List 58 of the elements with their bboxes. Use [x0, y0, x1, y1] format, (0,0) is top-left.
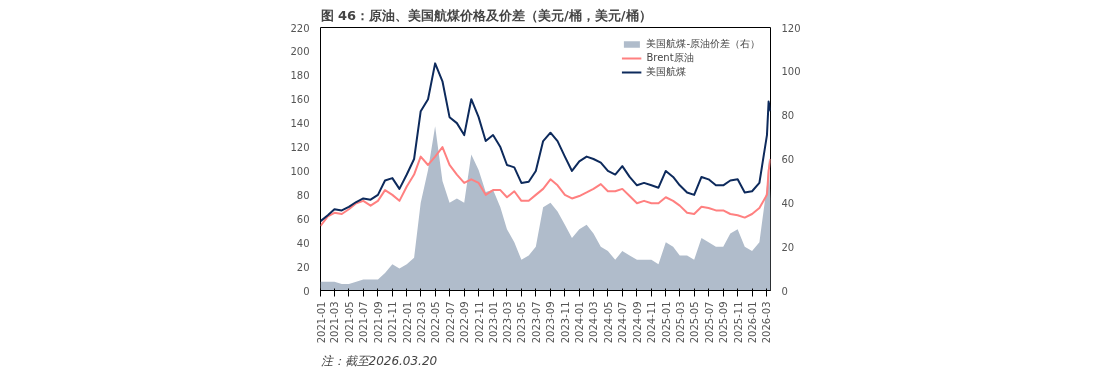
- x-tick-label: 2021-11: [387, 301, 399, 344]
- x-tick-label: 2021-05: [343, 301, 355, 344]
- y-tick-label: 160: [290, 94, 310, 106]
- x-tick-label: 2022-07: [444, 301, 456, 344]
- y-tick-label: 60: [296, 213, 310, 225]
- x-tick-label: 2025-03: [674, 301, 686, 344]
- x-tick-label: 2023-07: [530, 301, 542, 344]
- x-tick-label: 2024-05: [602, 301, 614, 344]
- x-tick-label: 2026-03: [761, 301, 773, 344]
- y-tick-label: 100: [290, 165, 310, 177]
- x-tick-label: 2025-11: [732, 301, 744, 344]
- x-tick-label: 2022-05: [430, 301, 442, 344]
- y2-tick-label: 20: [781, 241, 795, 253]
- x-tick-label: 2024-09: [631, 301, 643, 344]
- x-tick-label: 2025-01: [660, 301, 672, 344]
- x-tick-label: 2023-09: [545, 301, 557, 344]
- x-tick-label: 2023-11: [559, 301, 571, 344]
- y-tick-label: 120: [290, 142, 310, 154]
- x-tick-label: 2025-09: [718, 301, 730, 344]
- y-tick-label: 180: [290, 70, 310, 82]
- x-tick-label: 2024-07: [617, 301, 629, 344]
- y2-tick-label: 60: [781, 154, 795, 165]
- x-tick-label: 2022-09: [459, 301, 471, 344]
- y2-tick-label: 80: [781, 110, 795, 122]
- y2-tick-label: 40: [781, 197, 795, 209]
- text: 注：截至2026.03.20: [320, 353, 438, 368]
- legend-label: Brent原油: [646, 51, 694, 65]
- x-tick-label: 2024-11: [646, 301, 658, 344]
- y-tick-label: 220: [290, 22, 310, 34]
- x-tick-label: 2021-03: [329, 301, 341, 344]
- y-tick-label: 40: [296, 237, 310, 249]
- y-tick-label: 140: [290, 118, 310, 130]
- x-tick-label: 2024-03: [588, 301, 600, 344]
- x-tick-label: 2022-03: [415, 301, 427, 344]
- y2-tick-label: 100: [781, 66, 801, 78]
- legend-label: 美国航煤: [646, 65, 687, 79]
- y-tick-label: 80: [296, 189, 310, 201]
- y2-tick-label: 0: [781, 285, 788, 297]
- x-tick-label: 2022-01: [401, 301, 413, 344]
- y2-tick-label: 120: [781, 22, 801, 34]
- line-series: [320, 146, 771, 227]
- x-tick-label: 2025-05: [689, 301, 701, 344]
- line-series: [320, 62, 771, 223]
- x-tick-label: 2021-01: [315, 301, 327, 344]
- x-tick-label: 2024-01: [574, 301, 586, 344]
- x-tick-label: 2021-09: [372, 301, 384, 344]
- x-tick-label: 2023-05: [516, 301, 528, 344]
- x-tick-label: 2026-01: [747, 301, 759, 344]
- y-tick-label: 0: [303, 285, 310, 297]
- x-tick-label: 2025-07: [703, 301, 715, 344]
- chart-title: 图 46：原油、美国航煤价格及价差（美元/桶，美元/桶）: [320, 7, 652, 23]
- x-tick-label: 2021-07: [358, 301, 370, 344]
- y-tick-label: 200: [290, 46, 310, 58]
- x-tick-label: 2023-03: [501, 301, 513, 344]
- x-tick-label: 2023-01: [488, 301, 500, 344]
- y-tick-label: 20: [296, 261, 310, 273]
- legend-label: 美国航煤-原油价差（右）: [646, 37, 760, 51]
- x-tick-label: 2022-11: [473, 301, 485, 344]
